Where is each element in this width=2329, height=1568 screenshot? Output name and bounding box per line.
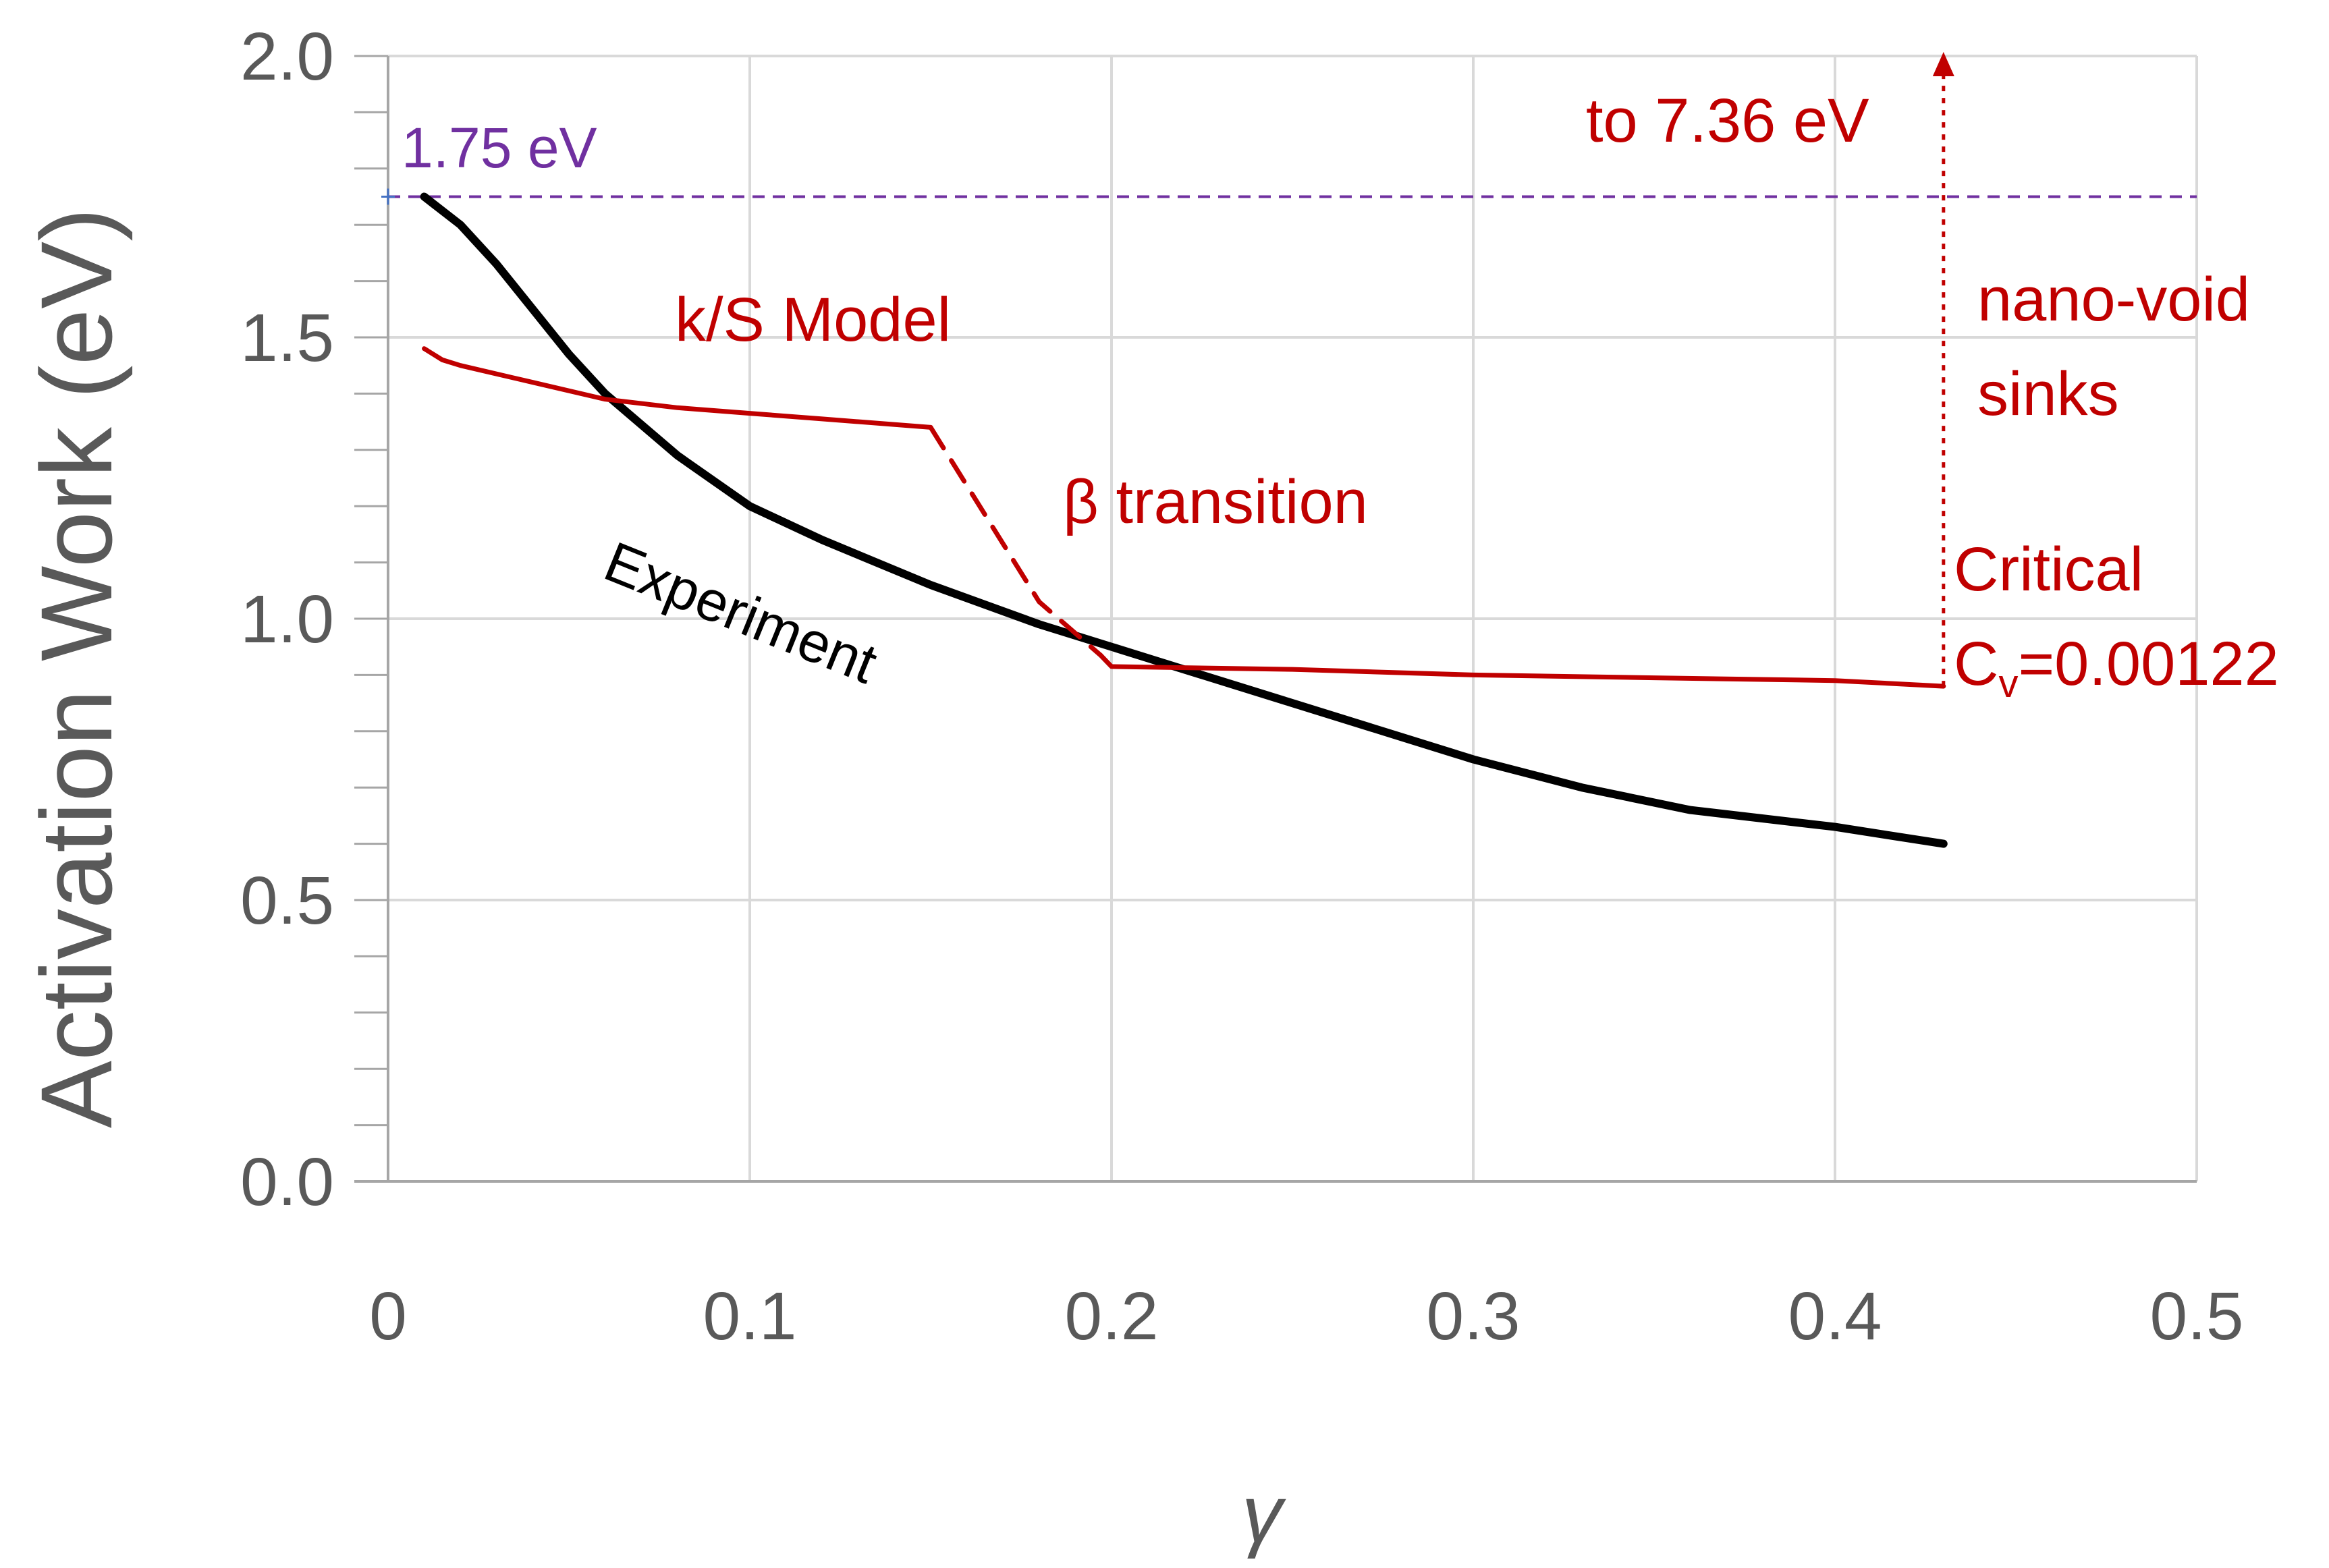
minor-ticks — [354, 55, 388, 1183]
nano-void-label-line1: nano-void — [1977, 265, 2250, 334]
arrow-head — [1932, 52, 1954, 76]
critical-label: Critical — [1954, 535, 2143, 604]
x-tick-label-2: 0.2 — [1064, 1279, 1158, 1354]
x-tick-label-4: 0.4 — [1788, 1279, 1882, 1354]
series-line-1 — [422, 346, 933, 430]
x-axis-title: γ — [1242, 1469, 1286, 1559]
y-tick-label-2: 1.0 — [240, 582, 334, 657]
reference-line-group — [381, 188, 2197, 205]
series-line-0 — [420, 192, 1948, 848]
axes — [354, 56, 2197, 1183]
y-tick-label-0: 0.0 — [240, 1144, 334, 1220]
x-tick-label-1: 0.1 — [703, 1279, 796, 1354]
y-tick-label-1: 0.5 — [240, 863, 334, 939]
y-tick-label-3: 1.5 — [240, 300, 334, 376]
series-group — [420, 192, 1948, 848]
cv-label: Cv=0.00122 — [1954, 629, 2279, 706]
tick-labels: 0 0.1 0.2 0.3 0.4 0.5 0.0 0.5 1.0 1.5 2.0 — [240, 19, 2244, 1354]
y-tick-label-4: 2.0 — [240, 19, 334, 94]
arrow-label: to 7.36 eV — [1586, 86, 1869, 155]
x-tick-label-0: 0 — [369, 1279, 407, 1354]
y-axis-title: Activation Work (eV) — [20, 208, 133, 1128]
model-label: k/S Model — [675, 285, 951, 354]
cv-value: =0.00122 — [2018, 629, 2278, 698]
series-line-2 — [928, 424, 1103, 658]
cv-subscript: v — [1998, 662, 2018, 706]
cv-main: C — [1954, 629, 1998, 698]
reference-line-label: 1.75 eV — [402, 116, 597, 179]
arrow-group — [1932, 52, 1954, 687]
series-line-3 — [1098, 652, 1946, 689]
x-tick-label-3: 0.3 — [1426, 1279, 1520, 1354]
transition-label: β transition — [1063, 468, 1368, 536]
nano-void-label-line2: sinks — [1977, 360, 2119, 428]
x-tick-label-5: 0.5 — [2149, 1279, 2243, 1354]
